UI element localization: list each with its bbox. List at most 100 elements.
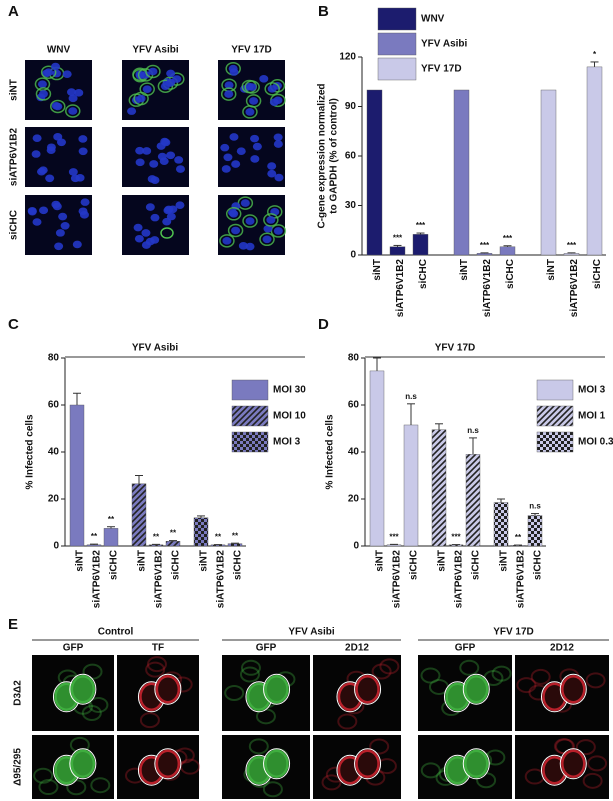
nucleus [274,173,284,182]
nucleus [273,140,283,148]
significance-label: *** [503,234,513,243]
nucleus [238,242,248,250]
y-axis-label: to GAPDH (% of control) [329,98,340,214]
nucleus [136,94,146,103]
panel-letter: C [8,316,19,333]
bar [69,404,85,547]
significance-label: n.s [529,502,541,511]
nucleus [53,102,63,111]
nucleus [229,209,239,218]
bar [366,89,383,256]
nucleus [60,221,70,230]
nucleus [240,199,250,207]
nucleus [249,97,259,105]
column-header: WNV [47,45,71,56]
bar [193,517,209,547]
x-tick-label: siNT [372,259,383,281]
cell-outline [559,673,587,705]
nucleus [75,174,85,182]
nucleus [38,166,48,175]
background-cell [88,696,109,713]
background-cell [530,668,551,685]
y-tick-label: 120 [339,52,356,63]
bar [386,544,402,547]
nucleus [231,226,241,235]
cell-stain [65,104,81,118]
background-cell [33,767,54,784]
nucleus [223,153,233,162]
cell-stain [225,207,242,221]
legend-swatch [536,405,574,427]
bar [148,544,164,547]
micrograph [25,195,92,255]
nucleus [174,156,184,164]
channel-header: GFP [256,643,277,654]
error-bar [590,61,599,67]
nucleus [224,81,234,90]
bar [540,89,557,256]
cell-stain [219,234,235,248]
cell-stain [245,94,262,108]
legend-swatch [536,379,574,401]
micrograph [117,655,199,731]
nucleus [46,146,56,155]
outlined-cell [155,749,181,779]
error-bar [531,513,539,516]
y-tick-label: 0 [53,541,59,552]
outlined-cell [70,674,96,704]
nucleus [160,137,170,146]
outlined-cell [70,749,96,779]
nucleus [127,107,137,115]
nucleus [53,133,63,141]
y-axis-label: % Infected cells [325,414,336,489]
channel-header: TF [152,643,164,654]
nucleus [250,134,260,143]
channel-header: 2D12 [550,643,574,654]
error-bar [407,403,415,425]
cell-stain [220,87,237,101]
background-cell [90,777,111,794]
x-tick-label: siCHC [592,259,603,289]
y-axis-label: % Infected cells [25,414,36,489]
x-tick-label: siATP6V1B2 [569,259,580,318]
row-label: D3Δ2 [13,680,24,706]
cell-stain [244,80,260,94]
legend-label: MOI 1 [578,411,606,422]
column-header: YFV 17D [231,45,272,56]
nucleus [163,206,173,215]
x-tick-label: siCHC [505,259,516,289]
cell-outline [154,748,182,780]
nucleus [32,134,42,142]
background-cell [262,781,283,798]
nucleus [175,201,185,209]
nucleus [78,135,88,143]
micrograph [313,655,401,731]
legend-label: YFV Asibi [421,39,468,50]
x-tick-label: siATP6V1B2 [392,550,403,609]
background-cell [248,738,269,755]
background-cell [582,772,603,789]
background-cell [379,658,400,675]
nucleus [145,203,155,211]
nucleus [80,198,90,206]
panel-letter: B [318,3,329,20]
nucleus [224,90,234,98]
significance-label: ** [153,532,160,541]
bar [431,429,447,547]
micrograph [222,655,310,731]
x-tick-label: siCHC [171,550,182,580]
error-bar [373,357,381,371]
nucleus [135,146,145,155]
background-cell [337,713,358,730]
nucleus [236,147,246,156]
y-tick-label: 60 [345,151,357,162]
cell-stain [263,213,279,227]
legend-label: YFV 17D [421,64,462,75]
outlined-cell [355,674,380,704]
bar [369,370,385,547]
micrograph [515,735,609,799]
nucleus [247,83,257,91]
nucleus [141,71,151,79]
significance-label: *** [393,234,403,243]
cell-stain [160,227,174,239]
